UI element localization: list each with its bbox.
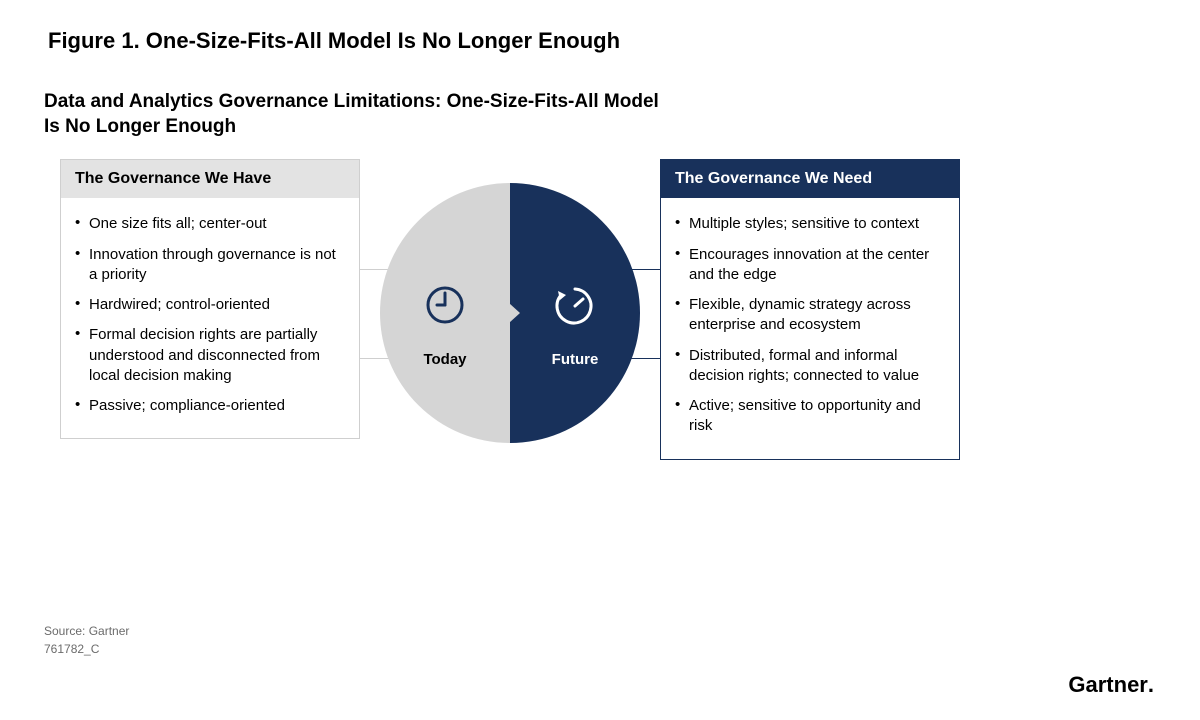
panel-need-body: Multiple styles; sensitive to contextEnc… [661, 198, 959, 458]
panel-need: The Governance We Need Multiple styles; … [660, 159, 960, 459]
panel-have-header: The Governance We Have [61, 160, 359, 198]
subtitle: Data and Analytics Governance Limitation… [0, 54, 680, 139]
clock-icon [380, 283, 510, 332]
source-line-2: 761782_C [44, 640, 129, 658]
list-item: One size fits all; center-out [75, 210, 345, 240]
list-item: Passive; compliance-oriented [75, 392, 345, 422]
subtitle-line-1: Data and Analytics Governance Limitation… [44, 90, 680, 115]
list-item: Multiple styles; sensitive to context [675, 210, 945, 240]
label-future: Future [510, 351, 640, 368]
label-today: Today [380, 351, 510, 368]
list-item: Innovation through governance is not a p… [75, 241, 345, 292]
panel-have-body: One size fits all; center-outInnovation … [61, 198, 359, 438]
panel-need-header: The Governance We Need [661, 160, 959, 198]
list-item: Flexible, dynamic strategy across enterp… [675, 291, 945, 342]
subtitle-line-2: Is No Longer Enough [44, 115, 680, 140]
transition-circle: Today Future [380, 183, 640, 443]
list-item: Formal decision rights are partially und… [75, 321, 345, 392]
panel-have: The Governance We Have One size fits all… [60, 159, 360, 439]
source-citation: Source: Gartner 761782_C [44, 622, 129, 658]
list-item: Distributed, formal and informal decisio… [675, 342, 945, 393]
figure-title: Figure 1. One-Size-Fits-All Model Is No … [0, 0, 1200, 54]
list-item: Encourages innovation at the center and … [675, 241, 945, 292]
diagram: The Governance We Have One size fits all… [60, 159, 1120, 589]
list-item: Active; sensitive to opportunity and ris… [675, 392, 945, 443]
brand-logo: Gartner. [1068, 672, 1154, 698]
timer-icon [510, 283, 640, 334]
source-line-1: Source: Gartner [44, 622, 129, 640]
list-item: Hardwired; control-oriented [75, 291, 345, 321]
